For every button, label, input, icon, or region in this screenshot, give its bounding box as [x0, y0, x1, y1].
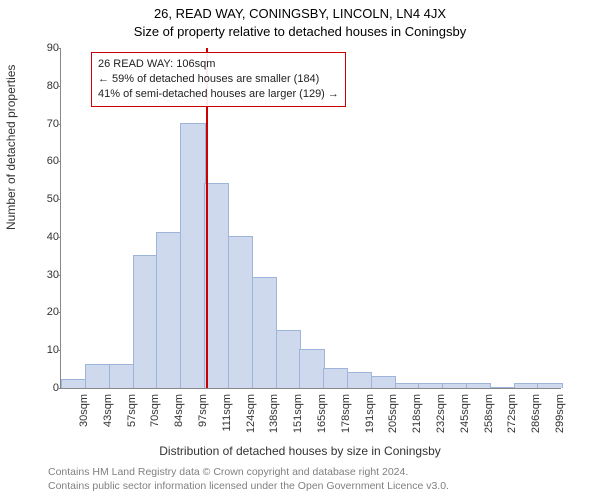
x-tick-label: 286sqm — [530, 394, 542, 444]
x-tick-label: 138sqm — [268, 394, 280, 444]
y-tick-label: 30 — [19, 269, 59, 281]
histogram-bar — [85, 364, 110, 388]
x-tick-label: 218sqm — [411, 394, 423, 444]
y-axis-label: Number of detached properties — [4, 65, 18, 230]
annotation-line: ← 59% of detached houses are smaller (18… — [98, 72, 339, 87]
y-tick-mark — [57, 48, 61, 49]
histogram-bar — [228, 236, 253, 388]
histogram-bar — [514, 383, 539, 388]
y-tick-label: 10 — [19, 344, 59, 356]
histogram-bar — [61, 379, 86, 388]
footer-line-1: Contains HM Land Registry data © Crown c… — [48, 466, 408, 478]
x-tick-label: 151sqm — [292, 394, 304, 444]
histogram-bar — [490, 387, 515, 388]
histogram-bar — [299, 349, 324, 388]
y-tick-mark — [57, 237, 61, 238]
histogram-bar — [252, 277, 277, 388]
x-axis-label: Distribution of detached houses by size … — [0, 444, 600, 458]
footer-line-2: Contains public sector information licen… — [48, 480, 449, 492]
chart-subtitle: Size of property relative to detached ho… — [0, 24, 600, 39]
histogram-bar — [537, 383, 562, 388]
x-tick-label: 178sqm — [340, 394, 352, 444]
x-tick-label: 299sqm — [554, 394, 566, 444]
x-tick-label: 84sqm — [173, 394, 185, 444]
address-title: 26, READ WAY, CONINGSBY, LINCOLN, LN4 4J… — [0, 6, 600, 21]
y-tick-label: 40 — [19, 231, 59, 243]
y-tick-mark — [57, 350, 61, 351]
x-tick-label: 70sqm — [149, 394, 161, 444]
x-tick-label: 57sqm — [126, 394, 138, 444]
y-tick-mark — [57, 86, 61, 87]
x-tick-label: 165sqm — [316, 394, 328, 444]
x-tick-label: 205sqm — [387, 394, 399, 444]
x-tick-label: 245sqm — [459, 394, 471, 444]
annotation-line: 41% of semi-detached houses are larger (… — [98, 87, 339, 102]
y-tick-label: 20 — [19, 306, 59, 318]
x-tick-label: 191sqm — [364, 394, 376, 444]
histogram-bar — [395, 383, 420, 388]
annotation-line: 26 READ WAY: 106sqm — [98, 57, 339, 72]
histogram-bar — [442, 383, 467, 388]
y-tick-label: 90 — [19, 42, 59, 54]
histogram-bar — [466, 383, 491, 388]
y-tick-mark — [57, 312, 61, 313]
histogram-bar — [418, 383, 443, 388]
histogram-bar — [371, 376, 396, 388]
y-tick-mark — [57, 124, 61, 125]
histogram-bar — [347, 372, 372, 388]
histogram-bar — [133, 255, 158, 388]
x-tick-label: 124sqm — [245, 394, 257, 444]
histogram-bar — [109, 364, 134, 388]
histogram-bar — [323, 368, 348, 388]
chart-plot-area: 0102030405060708090 30sqm43sqm57sqm70sqm… — [60, 48, 561, 389]
histogram-bar — [276, 330, 301, 388]
histogram-bar — [180, 123, 205, 388]
y-tick-mark — [57, 161, 61, 162]
y-tick-mark — [57, 199, 61, 200]
y-tick-label: 0 — [19, 382, 59, 394]
x-tick-label: 43sqm — [102, 394, 114, 444]
x-tick-label: 258sqm — [483, 394, 495, 444]
y-tick-label: 60 — [19, 155, 59, 167]
x-tick-label: 111sqm — [221, 394, 233, 444]
x-tick-label: 97sqm — [197, 394, 209, 444]
y-tick-label: 70 — [19, 118, 59, 130]
y-tick-label: 50 — [19, 193, 59, 205]
y-tick-mark — [57, 275, 61, 276]
x-tick-label: 272sqm — [506, 394, 518, 444]
x-tick-label: 232sqm — [435, 394, 447, 444]
histogram-bar — [156, 232, 181, 388]
annotation-box: 26 READ WAY: 106sqm← 59% of detached hou… — [91, 52, 346, 107]
x-tick-label: 30sqm — [78, 394, 90, 444]
y-tick-mark — [57, 388, 61, 389]
y-tick-label: 80 — [19, 80, 59, 92]
